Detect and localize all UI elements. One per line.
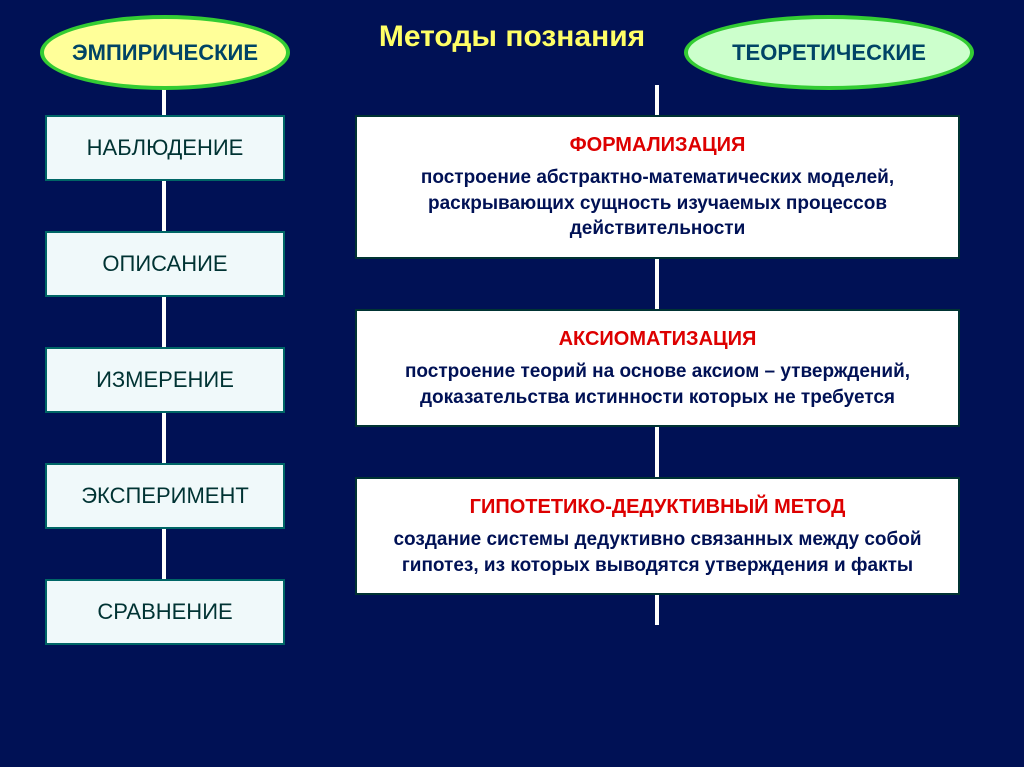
empirical-item-comparison: СРАВНЕНИЕ <box>45 579 285 645</box>
theoretical-item-axiomatization: АКСИОМАТИЗАЦИЯ построение теорий на осно… <box>355 309 960 427</box>
theoretical-item-body: построение теорий на основе аксиом – утв… <box>405 361 910 408</box>
theoretical-item-title: ФОРМАЛИЗАЦИЯ <box>375 132 940 159</box>
category-theoretical: ТЕОРЕТИЧЕСКИЕ <box>684 15 974 90</box>
theoretical-column: ФОРМАЛИЗАЦИЯ построение абстрактно-матем… <box>355 115 960 595</box>
empirical-item-description: ОПИСАНИЕ <box>45 231 285 297</box>
category-empirical-label: ЭМПИРИЧЕСКИЕ <box>72 40 258 66</box>
diagram-title: Методы познания <box>379 20 645 54</box>
theoretical-item-title: АКСИОМАТИЗАЦИЯ <box>375 326 940 353</box>
empirical-column: НАБЛЮДЕНИЕ ОПИСАНИЕ ИЗМЕРЕНИЕ ЭКСПЕРИМЕН… <box>45 115 285 645</box>
category-empirical: ЭМПИРИЧЕСКИЕ <box>40 15 290 90</box>
theoretical-item-formalization: ФОРМАЛИЗАЦИЯ построение абстрактно-матем… <box>355 115 960 259</box>
empirical-item-measurement: ИЗМЕРЕНИЕ <box>45 347 285 413</box>
theoretical-item-hypothetico-deductive: ГИПОТЕТИКО-ДЕДУКТИВНЫЙ МЕТОД создание си… <box>355 477 960 595</box>
theoretical-item-body: создание системы дедуктивно связанных ме… <box>393 529 921 576</box>
empirical-item-observation: НАБЛЮДЕНИЕ <box>45 115 285 181</box>
theoretical-item-body: построение абстрактно-математических мод… <box>421 167 894 239</box>
empirical-item-experiment: ЭКСПЕРИМЕНТ <box>45 463 285 529</box>
category-theoretical-label: ТЕОРЕТИЧЕСКИЕ <box>732 40 926 66</box>
theoretical-item-title: ГИПОТЕТИКО-ДЕДУКТИВНЫЙ МЕТОД <box>375 494 940 521</box>
